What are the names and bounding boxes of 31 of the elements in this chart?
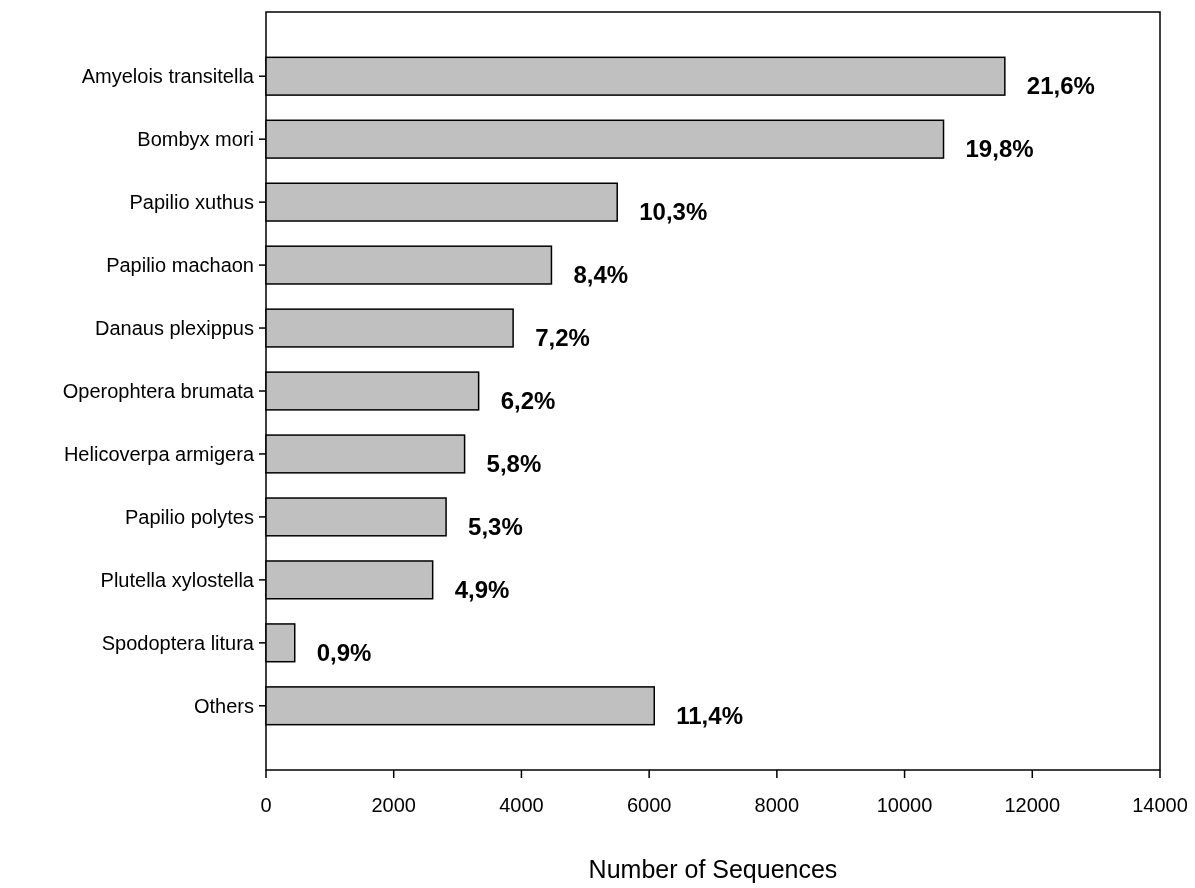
annotation: 0,9% [316,638,372,666]
x-tick-label: 0 [260,794,272,816]
y-tick-label: Danaus plexippus [95,317,254,340]
x-tick-label: 12000 [1004,794,1061,816]
annotation: 6,2% [500,387,556,414]
y-tick-label: Plutella xylostella [100,568,255,591]
y-tick-label: Papilio machaon [106,254,254,277]
y-tick-label: Operophtera brumata [62,380,255,402]
y-tick-label: Amyelois transitella [81,65,255,88]
y-tick-label: Papilio polytes [125,505,254,528]
y-tick-label: Spodoptera litura [101,631,255,654]
y-tick-label: Helicoverpa armigera [63,442,255,465]
x-tick-label: 4000 [499,794,544,816]
x-tick-label: 6000 [626,794,672,816]
annotation: 5,3% [468,512,523,540]
annotation: 5,8% [486,449,542,477]
x-tick-label: 8000 [754,794,800,816]
annotation: 7,2% [535,324,590,352]
x-tick-label: 10000 [876,794,933,816]
annotation: 10,3% [639,198,708,226]
annotation: 21,6% [1026,72,1095,100]
x-axis-title: Number of Sequences [588,855,838,883]
y-tick-label: Papilio xuthus [129,191,254,214]
x-tick-label: 14000 [1132,794,1188,816]
annotation: 19,8% [965,135,1034,163]
annotation: 4,9% [454,575,510,603]
annotation: 11,4% [676,701,743,729]
annotation: 8,4% [573,261,629,289]
y-tick-label: Others [193,694,254,717]
y-tick-label: Bombyx mori [137,128,254,151]
x-tick-label: 2000 [371,794,416,816]
